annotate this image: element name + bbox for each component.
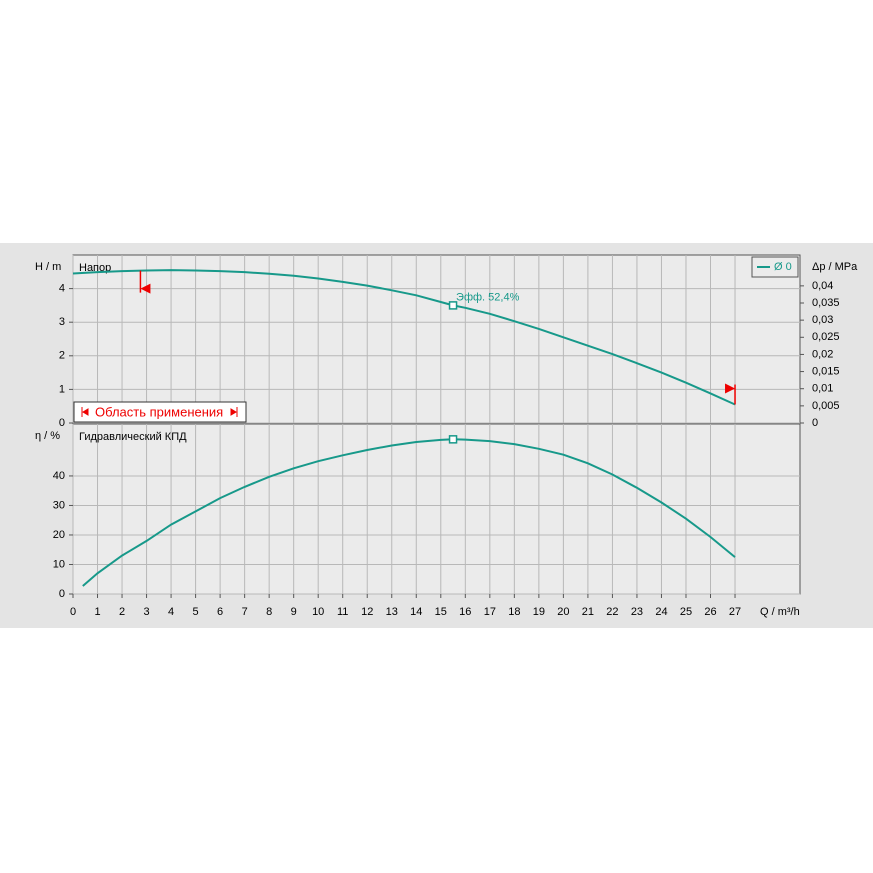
y2-tick-label: 0,025	[812, 331, 840, 343]
x-tick-label: 22	[606, 606, 618, 618]
range-arrow	[140, 283, 151, 294]
x-tick-label: 12	[361, 606, 373, 618]
x-tick-label: 3	[143, 606, 149, 618]
x-tick-label: 23	[631, 606, 643, 618]
x-tick-label: 21	[582, 606, 594, 618]
x-tick-label: 13	[386, 606, 398, 618]
y2-tick-label: 0,015	[812, 365, 840, 377]
curve	[82, 438, 736, 587]
range-legend-marks	[81, 407, 238, 417]
plot-area	[72, 254, 801, 424]
x-tick-label: 26	[704, 606, 716, 618]
x-tick-label: 8	[266, 606, 272, 618]
y2-tick-label: 0	[812, 417, 818, 429]
y-tick-label: 4	[59, 283, 65, 295]
panel-title: Гидравлический КПД	[79, 431, 187, 443]
x-tick-label: 11	[337, 606, 348, 618]
x-tick-label: 18	[508, 606, 520, 618]
duty-point	[448, 301, 458, 310]
curve	[72, 269, 736, 406]
x-tick-label: 4	[168, 606, 174, 618]
y-axis-label: η / %	[35, 430, 60, 442]
x-tick-label: 16	[459, 606, 471, 618]
x-tick-label: 20	[557, 606, 569, 618]
x-tick-label: 17	[484, 606, 496, 618]
duty-label: Эфф. 52,4%	[456, 291, 520, 303]
x-tick-label: 2	[119, 606, 125, 618]
x-tick-label: 15	[435, 606, 447, 618]
y-tick-label: 40	[53, 470, 65, 482]
x-tick-label: 24	[655, 606, 667, 618]
y2-tick-label: 0,035	[812, 297, 840, 309]
x-tick-label: 7	[242, 606, 248, 618]
y-axis-label: H / m	[35, 261, 61, 273]
x-tick-label: 5	[193, 606, 199, 618]
y-tick-label: 10	[53, 558, 65, 570]
range-legend-box	[73, 401, 247, 423]
y-tick-label: 0	[59, 588, 65, 600]
x-tick-label: 1	[94, 606, 100, 618]
legend-box	[751, 256, 799, 278]
x-tick-label: 10	[312, 606, 324, 618]
y2-axis-label: Δp / MPa	[812, 261, 858, 273]
x-tick-label: 27	[729, 606, 741, 618]
y2-tick-label: 0,04	[812, 280, 833, 292]
duty-point	[448, 435, 458, 444]
y-tick-label: 30	[53, 499, 65, 511]
x-axis-label: Q / m³/h	[760, 606, 800, 618]
y2-tick-label: 0,01	[812, 383, 833, 395]
y2-tick-label: 0,005	[812, 400, 840, 412]
x-tick-label: 6	[217, 606, 223, 618]
x-tick-label: 14	[410, 606, 422, 618]
plot-area	[72, 423, 801, 595]
x-tick-label: 25	[680, 606, 692, 618]
y-tick-label: 1	[59, 383, 65, 395]
range-arrow	[725, 383, 736, 394]
x-tick-label: 9	[291, 606, 297, 618]
legend-label: Ø 0	[774, 261, 792, 273]
x-tick-label: 0	[70, 606, 76, 618]
range-legend-label: Область применения	[95, 404, 223, 419]
y-tick-label: 0	[59, 417, 65, 429]
y2-tick-label: 0,03	[812, 314, 833, 326]
y-tick-label: 2	[59, 350, 65, 362]
y-tick-label: 20	[53, 529, 65, 541]
y-tick-label: 3	[59, 316, 65, 328]
y2-tick-label: 0,02	[812, 348, 833, 360]
x-tick-label: 19	[533, 606, 545, 618]
